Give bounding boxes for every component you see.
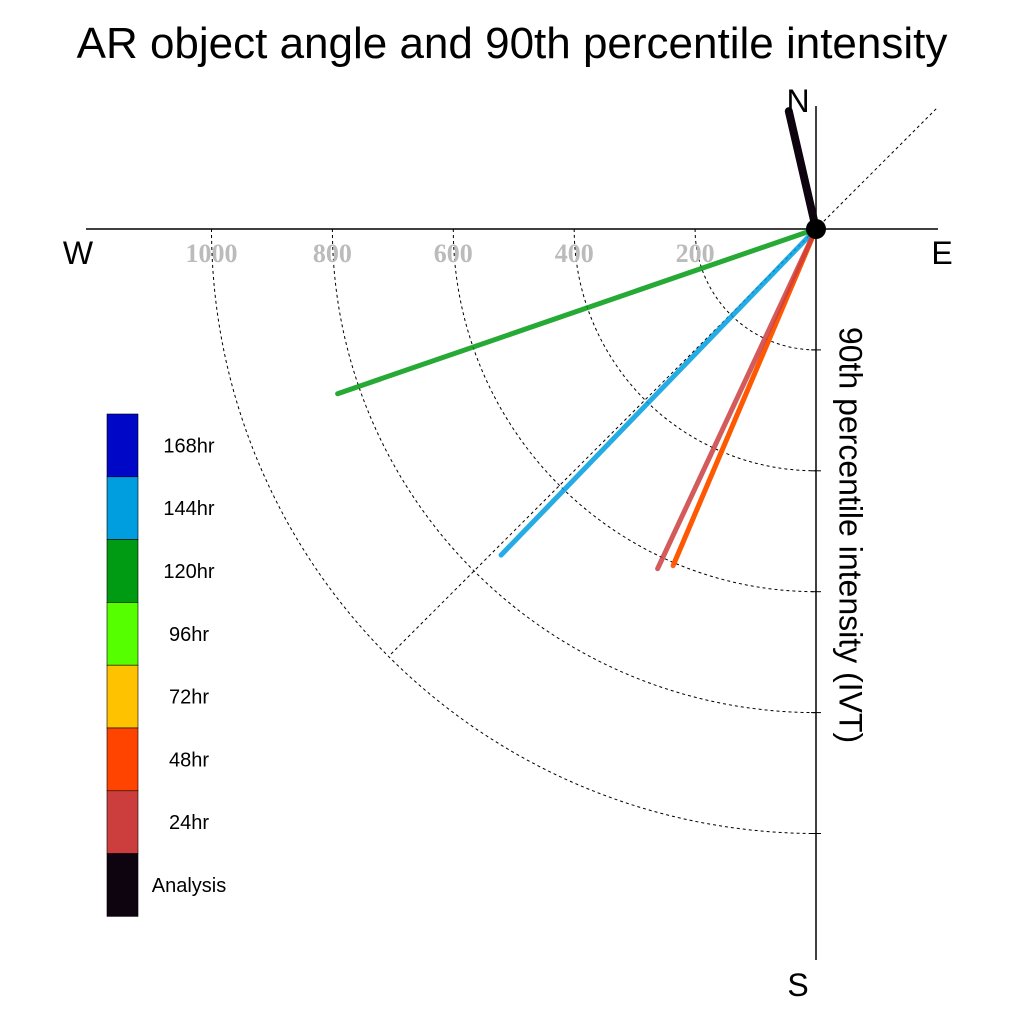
legend-label-168hr: 168hr <box>163 435 214 457</box>
chart-title: AR object angle and 90th percentile inte… <box>77 19 948 68</box>
vector-24hr <box>655 226 819 572</box>
radial-axis-label: 90th percentile intensity (IVT) <box>833 327 869 743</box>
radial-tick-label-200: 200 <box>676 239 715 268</box>
legend-label-144hr: 144hr <box>163 498 214 520</box>
legend: 168hr 144hr 120hr 96hr 72hr 48hr 24hr Analysis <box>106 413 226 917</box>
data-vectors <box>335 107 826 572</box>
vector-analysis <box>784 107 820 233</box>
vector-120hr <box>335 226 819 397</box>
legend-swatch-120hr <box>106 539 139 603</box>
radial-tick-label-400: 400 <box>555 239 594 268</box>
radial-tick-labels: 200 400 600 800 1000 <box>186 239 715 268</box>
grid-arc-800 <box>331 228 817 714</box>
compass-west-label: W <box>63 235 94 271</box>
legend-swatch-96hr <box>106 602 139 666</box>
grid-arc-200 <box>694 228 817 351</box>
legend-label-72hr: 72hr <box>169 687 209 709</box>
radial-tick-label-600: 600 <box>434 239 473 268</box>
legend-label-120hr: 120hr <box>163 561 214 583</box>
legend-label-24hr: 24hr <box>169 812 209 834</box>
legend-label-analysis: Analysis <box>152 875 226 897</box>
grid-arc-600 <box>452 228 817 593</box>
legend-swatch-72hr <box>106 664 139 729</box>
compass-axes <box>86 106 938 960</box>
legend-swatch-24hr <box>106 790 139 854</box>
polar-grid <box>211 108 937 834</box>
radial-tick-label-800: 800 <box>313 239 352 268</box>
radial-tick-label-1000: 1000 <box>186 239 238 268</box>
origin-marker <box>806 219 826 239</box>
legend-swatch-144hr <box>106 476 139 540</box>
legend-swatch-analysis <box>106 853 139 917</box>
legend-label-96hr: 96hr <box>169 624 209 646</box>
grid-arc-400 <box>573 228 817 472</box>
legend-label-48hr: 48hr <box>169 749 209 771</box>
legend-swatch-48hr <box>106 727 139 792</box>
legend-swatch-168hr <box>106 413 139 478</box>
compass-east-label: E <box>931 235 952 271</box>
compass-south-label: S <box>787 967 808 1003</box>
compass-north-label: N <box>786 83 809 119</box>
vector-144hr <box>498 226 819 558</box>
